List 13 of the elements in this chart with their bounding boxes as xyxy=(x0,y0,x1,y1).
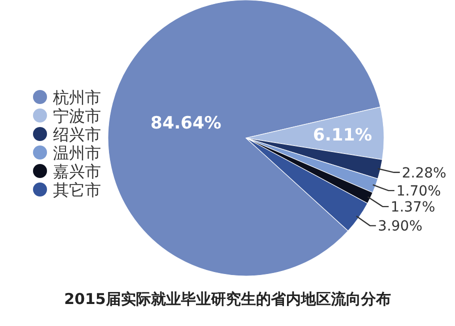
legend-label: 杭州市 xyxy=(52,88,101,107)
legend-label: 嘉兴市 xyxy=(53,162,101,181)
text: 2015届实际就业毕业研究生的省内地区流向分布 xyxy=(64,290,391,308)
data-label: 6.11% xyxy=(313,126,372,146)
data-label: 1.37% xyxy=(390,200,436,216)
data-label: 84.64% xyxy=(150,113,222,134)
legend-label: 其它市 xyxy=(53,180,101,200)
data-label: 3.90% xyxy=(378,218,422,235)
data-label: 1.70% xyxy=(396,184,441,200)
data-label: 2.28% xyxy=(402,165,446,182)
legend-label: 温州市 xyxy=(53,144,101,162)
legend-label: 绍兴市 xyxy=(53,125,101,144)
legend-label: 宁波市 xyxy=(53,106,101,126)
